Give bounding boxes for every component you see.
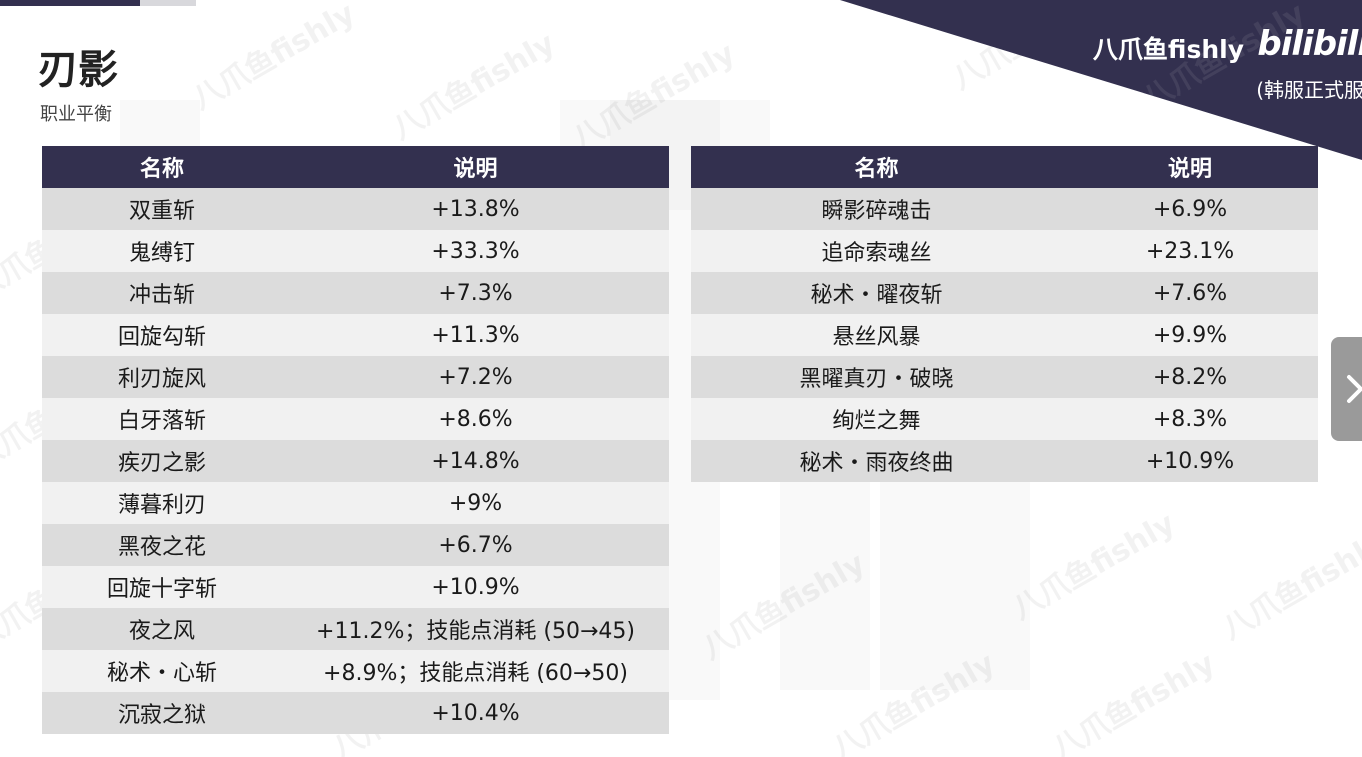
skill-desc: +8.9%；技能点消耗 (60→50) [282, 650, 669, 692]
column-header-name: 名称 [691, 146, 1062, 188]
table-row: 绚烂之舞 +8.3% [691, 398, 1318, 440]
bilibili-logo: bilibili [1257, 24, 1362, 64]
table-row: 黑夜之花 +6.7% [42, 524, 669, 566]
table-row: 利刃旋风 +7.2% [42, 356, 669, 398]
table-row: 秘术・雨夜终曲 +10.9% [691, 440, 1318, 482]
skill-desc: +14.8% [282, 440, 669, 482]
skill-desc: +6.9% [1062, 188, 1318, 230]
table-row: 回旋十字斩 +10.9% [42, 566, 669, 608]
skill-desc: +23.1% [1062, 230, 1318, 272]
skill-desc: +11.3% [282, 314, 669, 356]
skill-desc: +11.2%；技能点消耗 (50→45) [282, 608, 669, 650]
column-header-desc: 说明 [282, 146, 669, 188]
table-row: 双重斩 +13.8% [42, 188, 669, 230]
skill-name: 黑曜真刃・破晓 [691, 356, 1062, 398]
watermark-text: 八爪鱼fishly [187, 0, 362, 117]
skill-name: 疾刃之影 [42, 440, 282, 482]
table-header-row: 名称 说明 [42, 146, 669, 188]
table-row: 鬼缚钉 +33.3% [42, 230, 669, 272]
table-row: 疾刃之影 +14.8% [42, 440, 669, 482]
server-label: (韩服正式服 [1256, 78, 1362, 102]
table-row: 薄暮利刃 +9% [42, 482, 669, 524]
watermark-text: 八爪鱼fishly [697, 546, 872, 667]
skill-desc: +7.6% [1062, 272, 1318, 314]
skill-name: 秘术・心斩 [42, 650, 282, 692]
table-row: 秘术・心斩 +8.9%；技能点消耗 (60→50) [42, 650, 669, 692]
skill-name: 回旋十字斩 [42, 566, 282, 608]
skill-desc: +10.9% [282, 566, 669, 608]
skill-name: 利刃旋风 [42, 356, 282, 398]
table-row: 白牙落斩 +8.6% [42, 398, 669, 440]
table-row: 瞬影碎魂击 +6.9% [691, 188, 1318, 230]
table-row: 悬丝风暴 +9.9% [691, 314, 1318, 356]
skill-name: 薄暮利刃 [42, 482, 282, 524]
table-row: 黑曜真刃・破晓 +8.2% [691, 356, 1318, 398]
top-accent-bar [0, 0, 196, 6]
skill-name: 夜之风 [42, 608, 282, 650]
skill-desc: +13.8% [282, 188, 669, 230]
skill-desc: +6.7% [282, 524, 669, 566]
skill-name: 双重斩 [42, 188, 282, 230]
column-header-name: 名称 [42, 146, 282, 188]
table-row: 夜之风 +11.2%；技能点消耗 (50→45) [42, 608, 669, 650]
skill-desc: +7.3% [282, 272, 669, 314]
chevron-right-icon [1347, 375, 1362, 403]
brand-author: 八爪鱼fishly [1092, 35, 1244, 64]
table-row: 秘术・曜夜斩 +7.6% [691, 272, 1318, 314]
skill-name: 秘术・雨夜终曲 [691, 440, 1062, 482]
table-row: 沉寂之狱 +10.4% [42, 692, 669, 734]
column-header-desc: 说明 [1062, 146, 1318, 188]
watermark-text: 八爪鱼fishly [387, 26, 562, 147]
skill-desc: +9% [282, 482, 669, 524]
skill-name: 鬼缚钉 [42, 230, 282, 272]
table-row: 回旋勾斩 +11.3% [42, 314, 669, 356]
skill-desc: +8.2% [1062, 356, 1318, 398]
skill-desc: +10.9% [1062, 440, 1318, 482]
skill-name: 瞬影碎魂击 [691, 188, 1062, 230]
skill-desc: +9.9% [1062, 314, 1318, 356]
next-slide-button[interactable] [1331, 337, 1362, 441]
skill-name: 绚烂之舞 [691, 398, 1062, 440]
skill-name: 黑夜之花 [42, 524, 282, 566]
top-accent-bar-light [140, 0, 196, 6]
skill-name: 追命索魂丝 [691, 230, 1062, 272]
skill-table-left: 名称 说明 双重斩 +13.8% 鬼缚钉 +33.3% 冲击斩 +7.3% 回旋勾斩 +… [42, 146, 669, 734]
watermark-text: 八爪鱼fishly [1217, 526, 1362, 647]
skill-name: 冲击斩 [42, 272, 282, 314]
skill-name: 秘术・曜夜斩 [691, 272, 1062, 314]
table-row: 追命索魂丝 +23.1% [691, 230, 1318, 272]
skill-desc: +7.2% [282, 356, 669, 398]
watermark-text: 八爪鱼fishly [567, 36, 742, 157]
watermark-text: 八爪鱼fishly [1007, 506, 1182, 627]
skill-desc: +8.3% [1062, 398, 1318, 440]
skill-desc: +10.4% [282, 692, 669, 734]
skill-desc: +8.6% [282, 398, 669, 440]
table-row: 冲击斩 +7.3% [42, 272, 669, 314]
page-subtitle: 职业平衡 [40, 104, 112, 125]
skill-table-right: 名称 说明 瞬影碎魂击 +6.9% 追命索魂丝 +23.1% 秘术・曜夜斩 +7.6%… [691, 146, 1318, 482]
skill-name: 沉寂之狱 [42, 692, 282, 734]
skill-name: 回旋勾斩 [42, 314, 282, 356]
skill-name: 白牙落斩 [42, 398, 282, 440]
skill-desc: +33.3% [282, 230, 669, 272]
watermark-text: 八爪鱼fishly [827, 646, 1002, 757]
page-title: 刃影 [38, 47, 118, 93]
table-header-row: 名称 说明 [691, 146, 1318, 188]
watermark-text: 八爪鱼fishly [1047, 646, 1222, 757]
skill-name: 悬丝风暴 [691, 314, 1062, 356]
